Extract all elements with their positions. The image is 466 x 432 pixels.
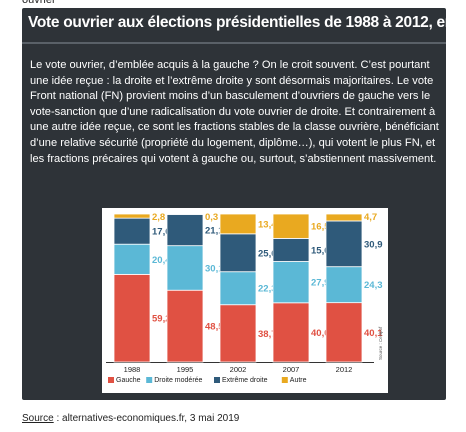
bar-segment-1995-extrême-droite xyxy=(166,214,204,247)
data-label-1995-extrême-droite: 21,1 xyxy=(205,226,224,237)
chart-canvas: 59,2 20,4 17,6 2,8 1988 48,5 30,1 21,1 0,3 1995 38… xyxy=(106,212,383,384)
legend-label-autre: Autre xyxy=(290,377,307,384)
bar-segment-1988-gauche xyxy=(113,273,151,363)
bar-segment-2002-gauche xyxy=(219,304,257,363)
legend-label-droite-modérée: Droite modérée xyxy=(154,377,202,384)
bar-segment-2012-gauche xyxy=(325,302,363,363)
bar-segment-2002-autre xyxy=(219,213,257,235)
data-label-2007-droite-modérée: 27,9 xyxy=(311,278,330,289)
source-label: Source xyxy=(22,413,54,424)
bar-segment-2012-droite-modérée xyxy=(325,266,363,304)
bar-segment-2007-droite-modérée xyxy=(272,261,310,304)
bar-segment-2002-extrême-droite xyxy=(219,233,257,273)
source-text: : alternatives-economiques.fr, 3 mai 201… xyxy=(53,413,240,424)
bar-segment-2007-extrême-droite xyxy=(272,238,310,262)
bar-segment-1988-autre xyxy=(113,213,151,219)
data-label-2002-gauche: 38,7 xyxy=(258,329,277,340)
legend-swatch-autre xyxy=(281,377,288,383)
card-body-text: Le vote ouvrier, d’emblée acquis à la ga… xyxy=(30,59,439,165)
data-label-1988-extrême-droite: 17,6 xyxy=(152,227,171,238)
title-divider xyxy=(22,42,446,44)
x-tick-label-1995: 1995 xyxy=(177,365,194,374)
bar-segment-2002-droite-modérée xyxy=(219,271,257,306)
legend-label-gauche: Gauche xyxy=(116,377,141,384)
bar-segment-1988-droite-modérée xyxy=(113,243,151,275)
stacked-bar-chart: 59,2 20,4 17,6 2,8 1988 48,5 30,1 21,1 0,3 1995 38… xyxy=(102,208,388,393)
header-fragment: ouvrier xyxy=(22,0,56,6)
bar-segment-1988-extrême-droite xyxy=(113,217,151,245)
data-label-2007-gauche: 40,0 xyxy=(311,328,330,339)
data-label-1988-gauche: 59,2 xyxy=(152,314,171,325)
data-label-1988-autre: 2,8 xyxy=(152,212,165,223)
legend-label-extrême-droite: Extrême droite xyxy=(222,377,268,384)
bar-segment-2012-extrême-droite xyxy=(325,220,363,268)
data-label-1988-droite-modérée: 20,4 xyxy=(152,255,171,266)
legend-swatch-gauche xyxy=(108,377,114,383)
data-label-2012-autre: 4,7 xyxy=(364,212,377,223)
bar-segment-2007-gauche xyxy=(272,302,310,363)
bar-segment-2012-autre xyxy=(325,213,363,222)
x-tick-label-1988: 1988 xyxy=(124,365,141,374)
legend-swatch-droite-modérée xyxy=(146,377,153,383)
data-label-2012-gauche: 40,1 xyxy=(364,328,383,339)
x-tick-label-2007: 2007 xyxy=(283,365,300,374)
data-label-1995-gauche: 48,5 xyxy=(205,322,224,333)
data-label-2012-extrême-droite: 30,9 xyxy=(364,239,383,250)
x-tick-label-2002: 2002 xyxy=(230,365,247,374)
chart-credit: Source : Cevipof xyxy=(378,326,383,360)
data-label-2002-droite-modérée: 22,3 xyxy=(258,284,277,295)
data-label-2002-extrême-droite: 25,6 xyxy=(258,248,277,259)
source-line: Source : alternatives-economiques.fr, 3 … xyxy=(22,413,239,424)
bar-segment-1995-gauche xyxy=(166,289,204,363)
legend-swatch-extrême-droite xyxy=(214,377,220,383)
data-label-2007-extrême-droite: 15,6 xyxy=(311,245,330,256)
bar-segment-1995-droite-modérée xyxy=(166,245,204,291)
data-label-2007-autre: 16,5 xyxy=(311,222,330,233)
card-title: Vote ouvrier aux élections présidentiell… xyxy=(28,14,466,31)
data-label-1995-droite-modérée: 30,1 xyxy=(205,263,224,274)
article-card: Vote ouvrier aux élections présidentiell… xyxy=(22,8,466,400)
data-label-2002-autre: 13,4 xyxy=(258,219,277,230)
bar-segment-2007-autre xyxy=(272,213,310,239)
data-label-1995-autre: 0,3 xyxy=(205,212,218,223)
data-label-2012-droite-modérée: 24,3 xyxy=(364,280,383,291)
x-tick-label-2012: 2012 xyxy=(336,365,353,374)
